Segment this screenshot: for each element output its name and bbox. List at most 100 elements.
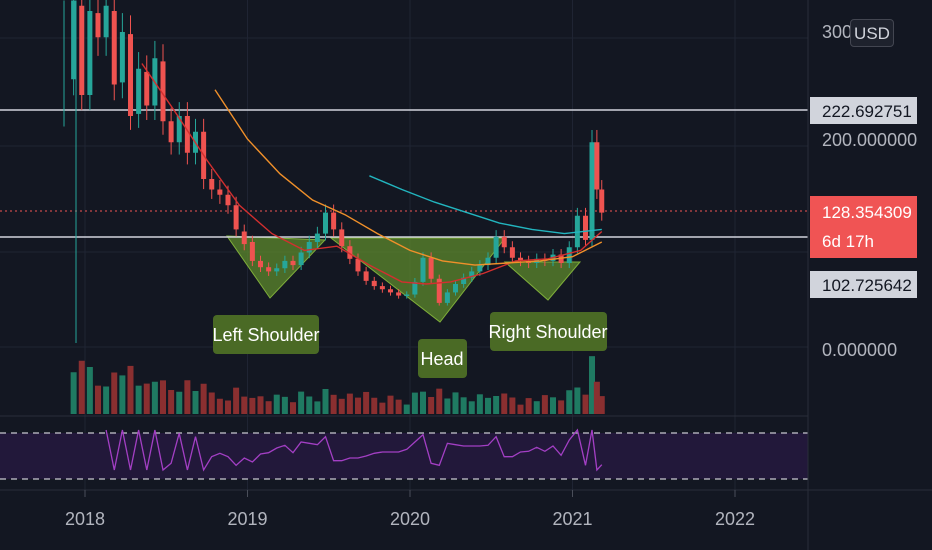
candle-body: [583, 215, 588, 240]
rsi-band: [0, 433, 808, 479]
volume-bar: [420, 391, 426, 414]
candle-body: [103, 5, 109, 38]
volume-bar: [168, 390, 175, 414]
volume-bar: [338, 398, 345, 414]
volume-bar: [485, 397, 491, 414]
volume-bar: [127, 365, 134, 414]
x-tick-label: 2020: [390, 509, 430, 529]
price-badge-resistance-text: 222.692751: [822, 102, 912, 121]
candle-body: [144, 71, 150, 106]
price-badge-support: 102.725642: [810, 271, 917, 298]
candle-body: [518, 257, 523, 261]
volume-bar: [265, 401, 272, 414]
volume-bar: [403, 404, 410, 414]
candle-body: [225, 194, 231, 206]
annotation-left-shoulder: Left Shoulder: [212, 315, 320, 354]
annotation-right-shoulder-text: Right Shoulder: [488, 322, 607, 342]
volume-bar: [582, 394, 589, 414]
price-badge-current-bg: [810, 196, 917, 258]
candle-body: [436, 278, 442, 303]
volume-bar: [541, 395, 548, 414]
volume-bar: [574, 387, 581, 414]
candle-body: [453, 284, 458, 293]
price-badge-support-bg: [810, 271, 917, 298]
volume-bar: [225, 400, 231, 414]
volume-bar: [428, 397, 435, 414]
candle-body: [79, 5, 85, 95]
x-tick-label: 2022: [715, 509, 755, 529]
price-badge-current: 128.354309 6d 17h: [810, 196, 917, 258]
candle-body: [404, 294, 410, 296]
volume-bar: [355, 397, 361, 414]
volume-bar: [233, 387, 240, 414]
volume-bars: [70, 356, 605, 414]
right-shoulder-shape: [503, 261, 582, 301]
price-badge-support-text: 102.725642: [822, 276, 912, 295]
candle-body: [493, 236, 499, 258]
time-axis: 2018 2019 2020 2021 2022: [65, 490, 755, 529]
candle-body: [331, 212, 337, 230]
x-tick-label: 2021: [552, 509, 592, 529]
price-badge-resistance-bg: [810, 97, 917, 124]
annotation-left-shoulder-box: [213, 315, 319, 354]
x-tick-label: 2019: [227, 509, 267, 529]
candle-body: [347, 246, 353, 259]
candle-body: [128, 34, 133, 116]
candle-body: [111, 11, 117, 85]
candle-body: [501, 236, 507, 248]
y-tick-label: 0.000000: [822, 340, 897, 360]
candle-body: [566, 247, 572, 263]
volume-bar: [249, 397, 256, 414]
ma-line-teal: [369, 175, 602, 235]
volume-bar: [363, 391, 370, 414]
volume-bar: [306, 396, 313, 414]
volume-bar: [436, 388, 443, 414]
candle-body: [176, 116, 182, 143]
candle-body: [589, 142, 595, 240]
volume-bar: [493, 396, 500, 414]
candle-body: [363, 271, 369, 281]
candle-body: [388, 289, 393, 293]
volume-bar: [558, 400, 565, 414]
currency-button[interactable]: USD: [850, 19, 894, 47]
candle-body: [412, 281, 418, 295]
candle-body: [184, 116, 190, 153]
price-badge-countdown-text: 6d 17h: [822, 232, 874, 251]
candle-body: [594, 142, 600, 190]
candle-body: [485, 257, 491, 266]
head-shape: [329, 237, 507, 323]
volume-bar: [216, 398, 223, 414]
annotation-head-box: [418, 339, 467, 378]
price-badge-current-text: 128.354309: [822, 203, 912, 222]
x-tick-label: 2018: [65, 509, 105, 529]
volume-bar: [387, 395, 394, 414]
moving-averages: [141, 63, 603, 285]
volume-bar: [411, 392, 418, 414]
candle-body: [396, 292, 402, 296]
candles: [63, 0, 605, 343]
candle-body: [168, 121, 174, 143]
annotation-head-text: Head: [420, 349, 463, 369]
candle-body: [274, 268, 280, 272]
volume-bar: [281, 396, 288, 414]
candle-body: [282, 260, 288, 269]
volume-bar: [143, 383, 150, 414]
volume-bar: [176, 391, 183, 414]
candle-body: [339, 229, 345, 247]
volume-bar: [290, 402, 296, 414]
candle-body: [371, 280, 377, 287]
volume-bar: [598, 396, 605, 414]
candle-body: [87, 11, 93, 95]
candle-body: [306, 242, 312, 253]
candle-body: [266, 267, 272, 272]
volume-bar: [184, 380, 191, 414]
volume-bar: [78, 360, 85, 414]
candle-body: [258, 260, 263, 268]
volume-bar: [509, 397, 516, 414]
candle-body: [119, 32, 125, 83]
candle-body: [444, 292, 450, 303]
candle-body: [509, 247, 515, 258]
volume-bar: [550, 397, 556, 414]
volume-bar: [589, 356, 595, 414]
